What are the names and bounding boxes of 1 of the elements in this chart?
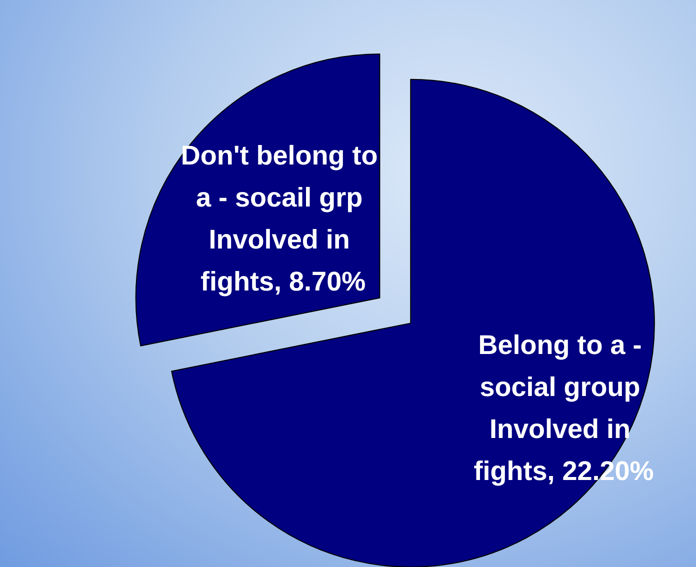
slice-label: Don't belong to a - socail grp Involved in fights, 8.70% (180, 140, 386, 297)
